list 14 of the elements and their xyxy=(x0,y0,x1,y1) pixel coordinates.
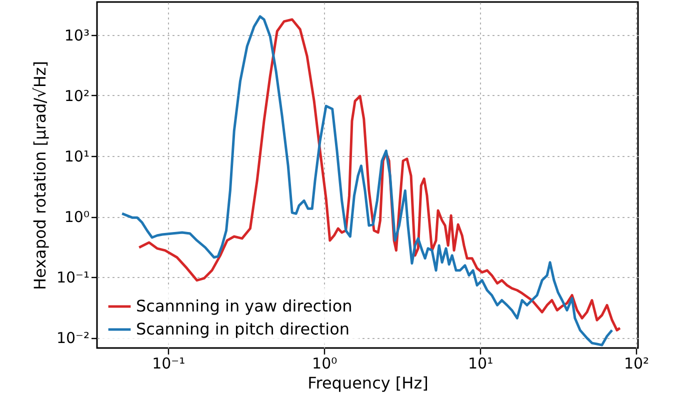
x-tick-label: 10¹ xyxy=(468,354,494,372)
legend-label: Scanning in pitch direction xyxy=(136,320,350,338)
x-tick-label: 10² xyxy=(624,354,650,372)
x-tick-label: 10⁻¹ xyxy=(152,354,186,372)
y-axis-title: Hexapod rotation [µrad/√Hz] xyxy=(30,60,50,290)
y-tick-label: 10³ xyxy=(64,26,90,44)
y-tick-label: 10⁰ xyxy=(64,208,90,226)
y-tick-label: 10² xyxy=(64,86,90,105)
legend-label: Scannning in yaw direction xyxy=(136,296,352,316)
x-tick-label: 10⁰ xyxy=(312,354,338,372)
x-axis-title: Frequency [Hz] xyxy=(308,374,428,392)
y-tick-label: 10⁻¹ xyxy=(56,268,90,287)
y-tick-label: 10¹ xyxy=(64,148,90,166)
y-tick-label: 10⁻² xyxy=(56,329,90,348)
